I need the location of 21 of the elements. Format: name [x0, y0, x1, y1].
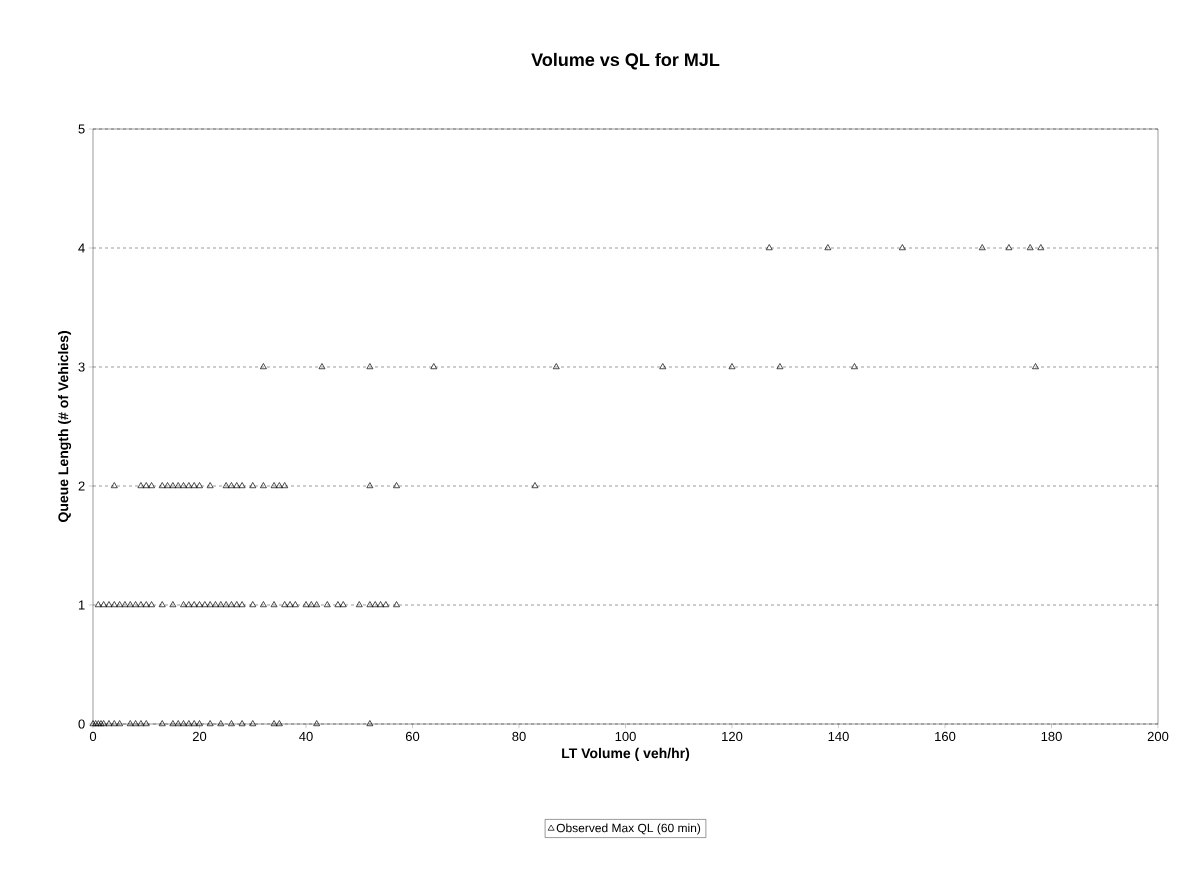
x-tick-label: 120 [722, 731, 743, 741]
y-tick-label: 4 [78, 243, 85, 253]
chart-title: Volume vs QL for MJL [531, 52, 720, 70]
y-axis-title: Queue Length (# of Vehicles) [57, 331, 72, 522]
x-tick-label: 60 [405, 731, 420, 741]
y-tick-label: 5 [78, 124, 85, 134]
x-tick-label: 0 [89, 731, 97, 741]
y-tick-label: 0 [78, 719, 85, 729]
x-tick-label: 140 [828, 731, 849, 741]
x-axis-title: LT Volume ( veh/hr) [562, 747, 690, 761]
y-tick-label: 2 [78, 481, 85, 491]
x-tick-label: 40 [299, 731, 313, 741]
x-tick-label: 160 [935, 731, 956, 741]
x-tick-label: 20 [192, 731, 207, 741]
legend-label: Observed Max QL (60 min) [556, 823, 701, 835]
x-tick-label: 100 [615, 731, 636, 741]
y-tick-label: 1 [78, 600, 85, 610]
y-tick-label: 3 [78, 362, 85, 372]
x-tick-label: 180 [1041, 731, 1062, 741]
x-tick-label: 200 [1147, 731, 1169, 741]
x-tick-label: 80 [512, 731, 526, 741]
